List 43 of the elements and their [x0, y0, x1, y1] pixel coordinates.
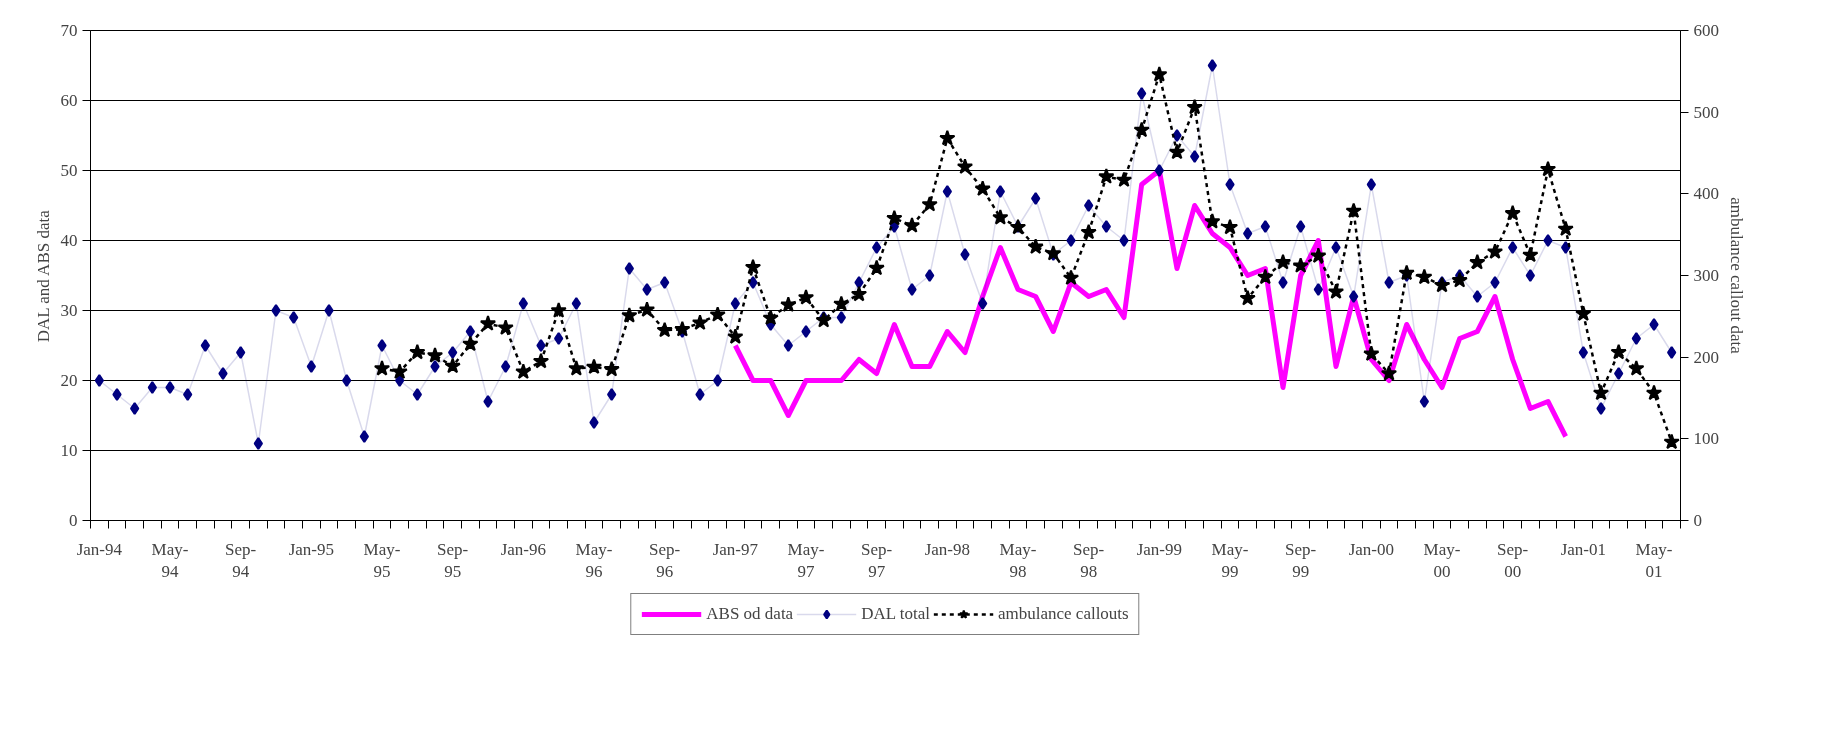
x-tick-label: Sep- 97 [861, 539, 893, 582]
y2-tick-label: 500 [1693, 102, 1719, 122]
y-tick-label: 40 [60, 231, 78, 250]
x-tick-label: Jan-97 [712, 539, 759, 559]
y-tick-label: 60 [60, 91, 78, 110]
y2-tick-label: 200 [1693, 347, 1719, 367]
x-tick-label: May- 00 [1423, 539, 1461, 582]
y-tick-label: 0 [69, 511, 78, 530]
y2-tick-label: 0 [1693, 511, 1702, 530]
y2-tick-label: 100 [1693, 429, 1719, 449]
x-tick-label: Sep- 96 [649, 539, 681, 582]
y-tick-label: 50 [60, 161, 78, 180]
x-tick-label: May- 94 [151, 539, 189, 582]
x-tick-label: Jan-95 [288, 539, 334, 559]
x-tick-label: May- 95 [363, 539, 401, 582]
x-tick-label: Jan-01 [1560, 539, 1606, 559]
legend-label: ambulance callouts [997, 604, 1129, 624]
y2-tick-label: 300 [1693, 266, 1719, 285]
x-tick-label: May- 97 [787, 539, 825, 582]
y-tick-label: 30 [60, 301, 78, 320]
y2-tick-label: 400 [1693, 184, 1719, 204]
y-tick-label: 10 [60, 441, 78, 460]
x-tick-label: Sep- 98 [1073, 539, 1105, 582]
x-tick-label: Jan-94 [76, 539, 123, 559]
legend-label: DAL total [861, 604, 930, 624]
x-tick-label: Sep- 94 [225, 539, 257, 582]
x-tick-label: Jan-96 [500, 539, 546, 559]
legend-label: ABS od data [706, 604, 794, 624]
x-tick-label: May- 99 [1211, 539, 1249, 582]
y-axis-title: DAL and ABS data [33, 209, 53, 343]
x-tick-label: Jan-00 [1348, 539, 1394, 559]
y-tick-label: 20 [60, 371, 78, 390]
x-tick-label: Jan-99 [1136, 539, 1182, 559]
x-tick-label: Sep- 00 [1497, 539, 1529, 582]
y2-tick-label: 600 [1693, 21, 1719, 40]
x-tick-label: Jan-98 [924, 539, 970, 559]
y2-axis-title: ambulance callout data [1727, 197, 1746, 355]
x-tick-label: Sep- 95 [437, 539, 469, 582]
y-tick-label: 70 [60, 21, 78, 40]
x-tick-label: May- 01 [1635, 539, 1673, 582]
x-tick-label: May- 96 [575, 539, 613, 582]
x-tick-label: May- 98 [999, 539, 1037, 582]
x-tick-label: Sep- 99 [1285, 539, 1317, 582]
